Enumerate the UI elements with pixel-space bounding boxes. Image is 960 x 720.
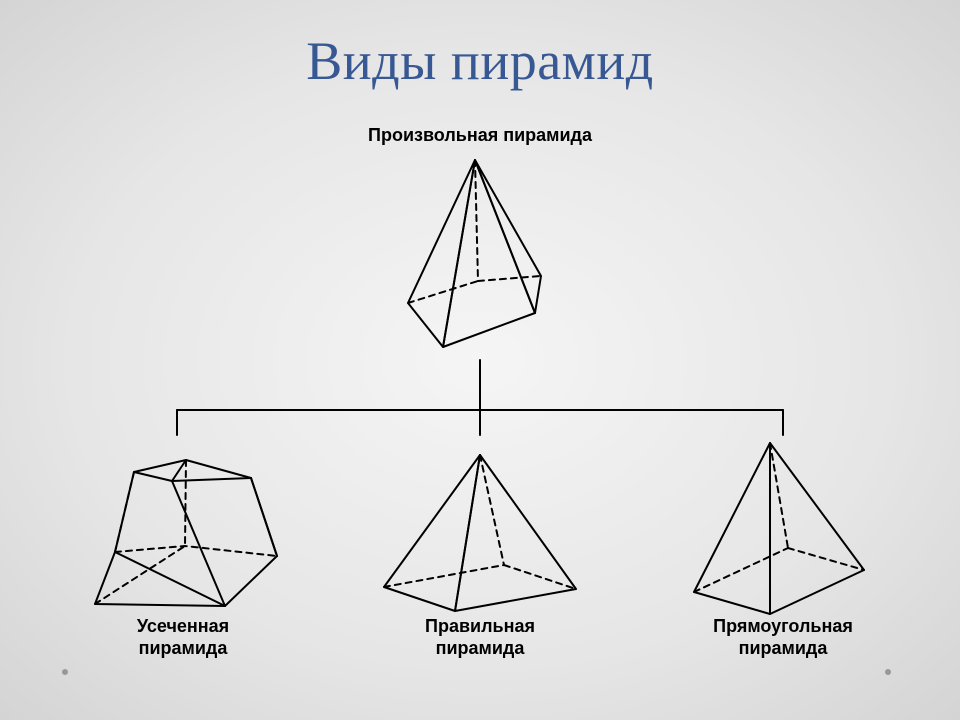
pyramids-diagram	[0, 0, 960, 720]
node-label-rectangular: Прямоугольнаяпирамида	[633, 615, 933, 660]
slide-bullet	[885, 669, 891, 675]
node-label-regular: Правильнаяпирамида	[330, 615, 630, 660]
node-label-truncated: Усеченнаяпирамида	[33, 615, 333, 660]
node-label-arbitrary: Произвольная пирамида	[330, 124, 630, 147]
slide-bullet	[62, 669, 68, 675]
